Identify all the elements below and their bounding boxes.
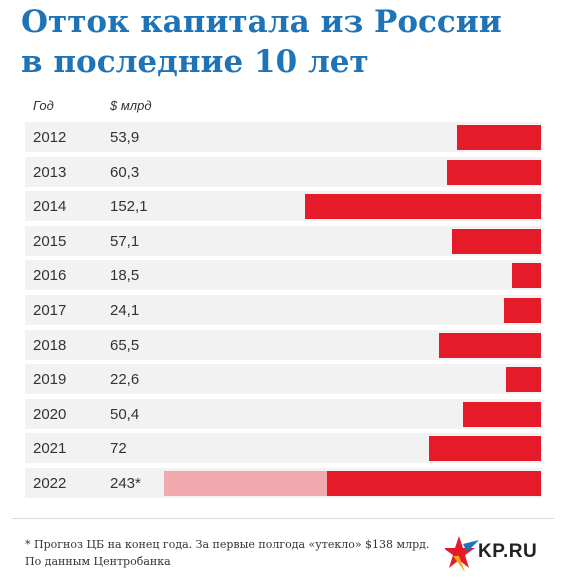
footer-divider [12, 518, 554, 519]
year-label: 2016 [33, 267, 67, 285]
logo-text: KP.RU [478, 541, 538, 562]
year-label: 2020 [33, 405, 67, 423]
bar [305, 194, 541, 220]
value-label: 24,1 [110, 302, 140, 319]
value-label: 53,9 [110, 129, 140, 146]
table-row: 2014 152,1 [25, 191, 542, 222]
bar [505, 367, 541, 393]
value-label: 152,1 [110, 198, 148, 216]
year-label: 2019 [33, 371, 67, 389]
chart-title-line-1: Отток капитала из России [21, 4, 502, 40]
table-row: 2016 18,5 [25, 260, 542, 291]
bar [439, 332, 541, 358]
table-row: 2018 65,5 [25, 329, 542, 360]
bar [512, 263, 541, 289]
value-label: 50,4 [110, 405, 140, 423]
footnote: * Прогноз ЦБ на конец года. За первые по… [25, 538, 430, 551]
year-label: 2012 [33, 129, 67, 146]
chart-title-line-2: в последние 10 лет [21, 44, 369, 80]
footer-notes: * Прогноз ЦБ на конец года. За первые по… [25, 536, 429, 570]
table-row: 2013 60,3 [25, 156, 542, 187]
table-row: 2022 243* [25, 468, 542, 498]
year-label: 2013 [33, 163, 67, 181]
bar [452, 228, 541, 254]
bar [447, 159, 541, 185]
bar [503, 298, 541, 323]
bar [457, 125, 541, 150]
value-label: 65,5 [110, 336, 140, 354]
table-row: 2015 57,1 [25, 225, 542, 256]
value-column-header: $ млрд [110, 98, 152, 113]
value-label: 18,5 [110, 267, 140, 285]
source-note: По данным Центробанка [25, 555, 171, 568]
year-label: 2018 [33, 336, 67, 354]
bar [462, 401, 541, 427]
table-row: 2017 24,1 [25, 295, 542, 325]
year-label: 2021 [33, 440, 67, 458]
chart-title: Отток капитала из России в последние 10 … [21, 2, 551, 82]
year-label: 2022 [33, 475, 67, 492]
table-row: 2019 22,6 [25, 364, 542, 395]
table-row: 2021 72 [25, 433, 542, 464]
bar-forecast [164, 471, 327, 496]
value-label: 22,6 [110, 371, 140, 389]
value-label: 72 [110, 440, 127, 458]
kp-star-logo-icon [445, 536, 479, 572]
table-row: 2020 50,4 [25, 398, 542, 429]
table-row: 2012 53,9 [25, 122, 542, 152]
bar [326, 471, 541, 496]
year-label: 2015 [33, 232, 67, 250]
year-label: 2017 [33, 302, 67, 319]
value-label: 243* [110, 475, 141, 492]
value-label: 60,3 [110, 163, 140, 181]
year-label: 2014 [33, 198, 67, 216]
bar [429, 436, 541, 462]
year-column-header: Год [33, 98, 54, 113]
value-label: 57,1 [110, 232, 140, 250]
